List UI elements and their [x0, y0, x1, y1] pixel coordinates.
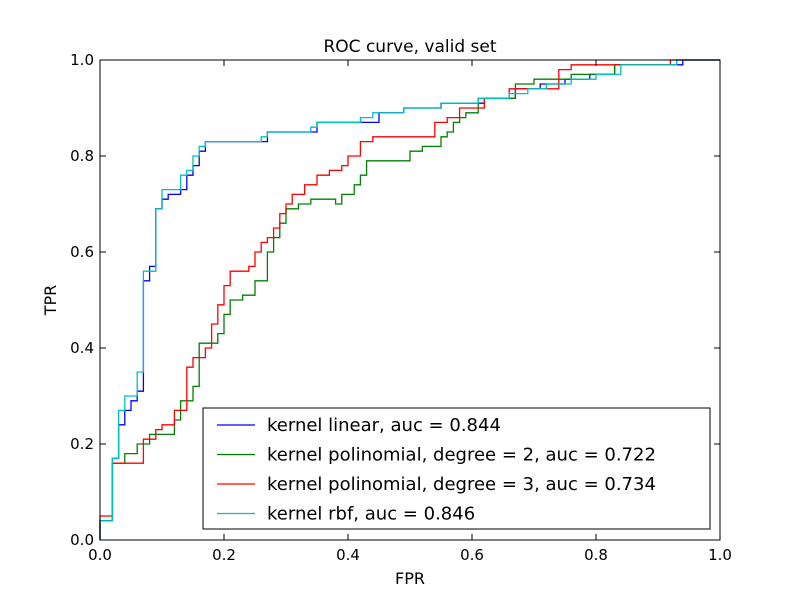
y-axis-label: TPR — [41, 285, 60, 317]
tick-layer: 0.0 0.2 0.4 0.6 0.8 1.0 0.0 0.2 0.4 0.6 0.8 1.0 — [70, 51, 732, 564]
series-line-3 — [99, 59, 720, 540]
series-line-1 — [99, 59, 720, 540]
x-tick-label: 0.4 — [336, 546, 360, 564]
series-layer — [99, 59, 720, 540]
legend: kernel linear, auc = 0.844 kernel polinom… — [202, 407, 711, 530]
legend-label-3: kernel polinomial, degree = 3, auc = 0.7… — [267, 474, 656, 495]
legend-label-4: kernel rbf, auc = 0.846 — [267, 504, 475, 525]
x-tick-label: 0.8 — [584, 546, 608, 564]
x-tick-label: 0.6 — [460, 546, 484, 564]
y-tick-label: 1.0 — [70, 51, 94, 69]
legend-entries: kernel linear, auc = 0.844 kernel polinom… — [217, 415, 656, 525]
x-tick-label: 0.0 — [88, 546, 112, 564]
y-tick-label: 0.0 — [70, 531, 94, 549]
x-tick-label: 1.0 — [708, 546, 732, 564]
plot-frame — [99, 59, 721, 541]
y-tick-label: 0.8 — [70, 147, 94, 165]
series-line-4 — [99, 59, 720, 540]
y-tick-label: 0.6 — [70, 243, 94, 261]
x-tick-label: 0.2 — [212, 546, 236, 564]
series-line-2 — [99, 59, 720, 540]
y-tick-label: 0.2 — [70, 435, 94, 453]
legend-box — [202, 407, 711, 530]
x-axis-label: FPR — [395, 569, 425, 588]
legend-label-2: kernel polinomial, degree = 2, auc = 0.7… — [267, 445, 656, 466]
legend-label-1: kernel linear, auc = 0.844 — [267, 415, 501, 436]
y-tick-label: 0.4 — [70, 339, 94, 357]
chart-title: ROC curve, valid set — [323, 37, 496, 57]
